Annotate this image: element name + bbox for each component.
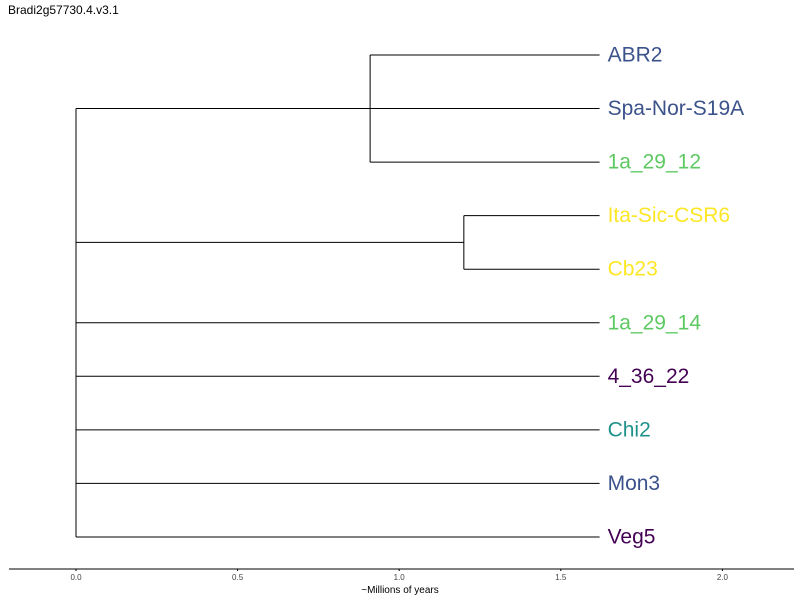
axis-tick-label: 0.0 (70, 573, 82, 582)
tip-label: ABR2 (608, 44, 663, 67)
axis-tick-label: 1.5 (555, 573, 567, 582)
tree-branches (75, 54, 600, 538)
tip-label: Cb23 (608, 258, 658, 281)
axis-tick-label: 2.0 (717, 573, 729, 582)
time-axis: 0.0 0.5 1.0 1.5 2.0 ~Millions of years (9, 568, 794, 596)
axis-title: ~Millions of years (361, 585, 439, 596)
tip-labels: ABR2 Spa-Nor-S19A 1a_29_12 Ita-Sic-CSR6 Cb23… (608, 44, 745, 549)
axis-tick-label: 1.0 (394, 573, 406, 582)
tip-label: 1a_29_12 (608, 151, 701, 174)
tip-label: 1a_29_14 (608, 311, 702, 334)
tip-label: 4_36_22 (608, 365, 690, 388)
axis-tick-label: 0.5 (232, 573, 244, 582)
tip-label: Veg5 (608, 525, 656, 548)
tip-label: Ita-Sic-CSR6 (608, 204, 731, 227)
tip-label: Mon3 (608, 472, 661, 495)
tip-label: Chi2 (608, 418, 651, 441)
tip-label: Spa-Nor-S19A (608, 97, 745, 120)
axis-ticks: 0.0 0.5 1.0 1.5 2.0 (70, 569, 729, 582)
page-title: Bradi2g57730.4.v3.1 (8, 3, 119, 17)
